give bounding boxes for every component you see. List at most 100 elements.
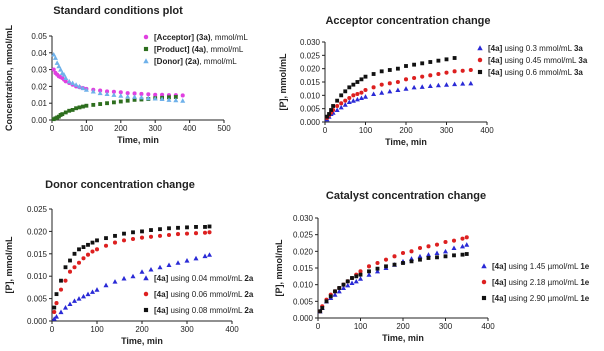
- data-point: [194, 225, 198, 229]
- data-point: [345, 282, 351, 288]
- data-point: [103, 243, 109, 248]
- legend-entry: [4a] using 0.04 mmol/mL 2a: [143, 274, 254, 283]
- data-point: [83, 87, 89, 92]
- data-point: [412, 62, 417, 67]
- data-point: [67, 301, 73, 307]
- y-tick-label: 0.030: [293, 214, 314, 223]
- data-point: [77, 105, 82, 110]
- data-point: [358, 95, 364, 101]
- data-point: [395, 66, 400, 71]
- data-point: [363, 74, 368, 79]
- data-point: [52, 305, 57, 310]
- data-point: [206, 252, 213, 257]
- y-tick-label: 0.03: [31, 66, 47, 75]
- data-point: [342, 102, 348, 107]
- data-point: [94, 287, 100, 292]
- data-point: [185, 225, 189, 230]
- chart-panel: Standard conditions plot 0 100 200 300 400 500…: [4, 5, 248, 145]
- data-point: [166, 232, 172, 238]
- data-point: [77, 83, 83, 89]
- x-axis-label: Time, min: [121, 336, 163, 346]
- data-point: [63, 79, 68, 84]
- data-point: [148, 234, 154, 239]
- data-point: [392, 262, 397, 267]
- data-point: [444, 57, 449, 62]
- legend-label: [4a] using 0.45 mmol/mL 3a: [488, 56, 588, 65]
- legend-label: [Donor] (2a), mmol/mL: [154, 57, 237, 66]
- data-point: [426, 244, 431, 249]
- data-point: [153, 92, 158, 97]
- data-point: [341, 282, 346, 287]
- data-point: [132, 97, 137, 102]
- legend-marker: [143, 291, 149, 297]
- data-point: [420, 74, 425, 79]
- legend-entry: [4a] using 0.45 mmol/mL 3a: [477, 56, 588, 65]
- data-point: [359, 77, 364, 82]
- legend-marker: [143, 307, 149, 313]
- legend-marker: [477, 57, 483, 63]
- legend-entry: [4a] using 0.06 mmol/mL 2a: [143, 290, 254, 299]
- data-point: [68, 258, 72, 263]
- data-point: [443, 254, 448, 259]
- data-point: [112, 279, 118, 284]
- data-point: [363, 87, 368, 93]
- data-point: [140, 229, 144, 234]
- data-point: [132, 91, 137, 96]
- series-2: [52, 230, 212, 315]
- data-point: [80, 85, 86, 91]
- data-point: [468, 80, 474, 86]
- x-tick-label: 500: [217, 124, 231, 133]
- data-point: [166, 97, 172, 102]
- data-point: [105, 89, 110, 94]
- data-point: [90, 249, 95, 254]
- x-tick-label: 200: [135, 325, 149, 334]
- data-point: [167, 95, 171, 100]
- data-point: [327, 112, 331, 116]
- data-point: [400, 250, 406, 256]
- data-point: [357, 276, 364, 281]
- legend-marker: [481, 263, 487, 269]
- data-point: [350, 276, 354, 280]
- y-tick-label: 0.030: [300, 38, 321, 47]
- legend-entry: [Donor] (2a), mmol/mL: [143, 57, 237, 66]
- data-point: [157, 233, 163, 238]
- data-point: [77, 247, 81, 252]
- data-point: [350, 98, 356, 103]
- legend-entry: [4a] using 2.90 µmol/mL 1e: [481, 294, 590, 303]
- data-point: [103, 282, 109, 288]
- data-point: [54, 292, 59, 297]
- data-point: [452, 81, 458, 87]
- data-point: [71, 298, 78, 303]
- legend-marker: [143, 34, 149, 40]
- data-point: [202, 253, 208, 259]
- x-tick-label: 400: [183, 124, 197, 133]
- x-axis-label: Time, min: [117, 135, 159, 145]
- y-tick-label: 0.025: [27, 205, 48, 214]
- data-point: [404, 64, 408, 68]
- legend-marker: [477, 69, 483, 75]
- data-point: [160, 92, 165, 97]
- x-tick-label: 100: [80, 124, 94, 133]
- data-point: [125, 93, 131, 99]
- legend-marker: [143, 46, 149, 52]
- y-tick-label: 0.010: [27, 272, 48, 281]
- data-point: [130, 236, 136, 242]
- data-point: [325, 114, 329, 119]
- data-point: [81, 245, 86, 249]
- data-point: [460, 68, 465, 73]
- y-tick-label: 0.025: [300, 51, 321, 60]
- data-point: [412, 75, 417, 81]
- data-point: [401, 261, 405, 265]
- data-point: [158, 227, 162, 232]
- data-point: [76, 296, 82, 301]
- data-point: [362, 94, 369, 99]
- y-tick-label: 0.000: [27, 317, 48, 326]
- data-point: [383, 257, 389, 262]
- data-point: [149, 228, 153, 232]
- data-point: [331, 104, 336, 108]
- y-tick-label: 0.015: [27, 250, 48, 259]
- data-point: [173, 97, 179, 103]
- data-point: [345, 279, 350, 284]
- y-tick-label: 0.025: [293, 231, 314, 240]
- data-point: [67, 108, 72, 113]
